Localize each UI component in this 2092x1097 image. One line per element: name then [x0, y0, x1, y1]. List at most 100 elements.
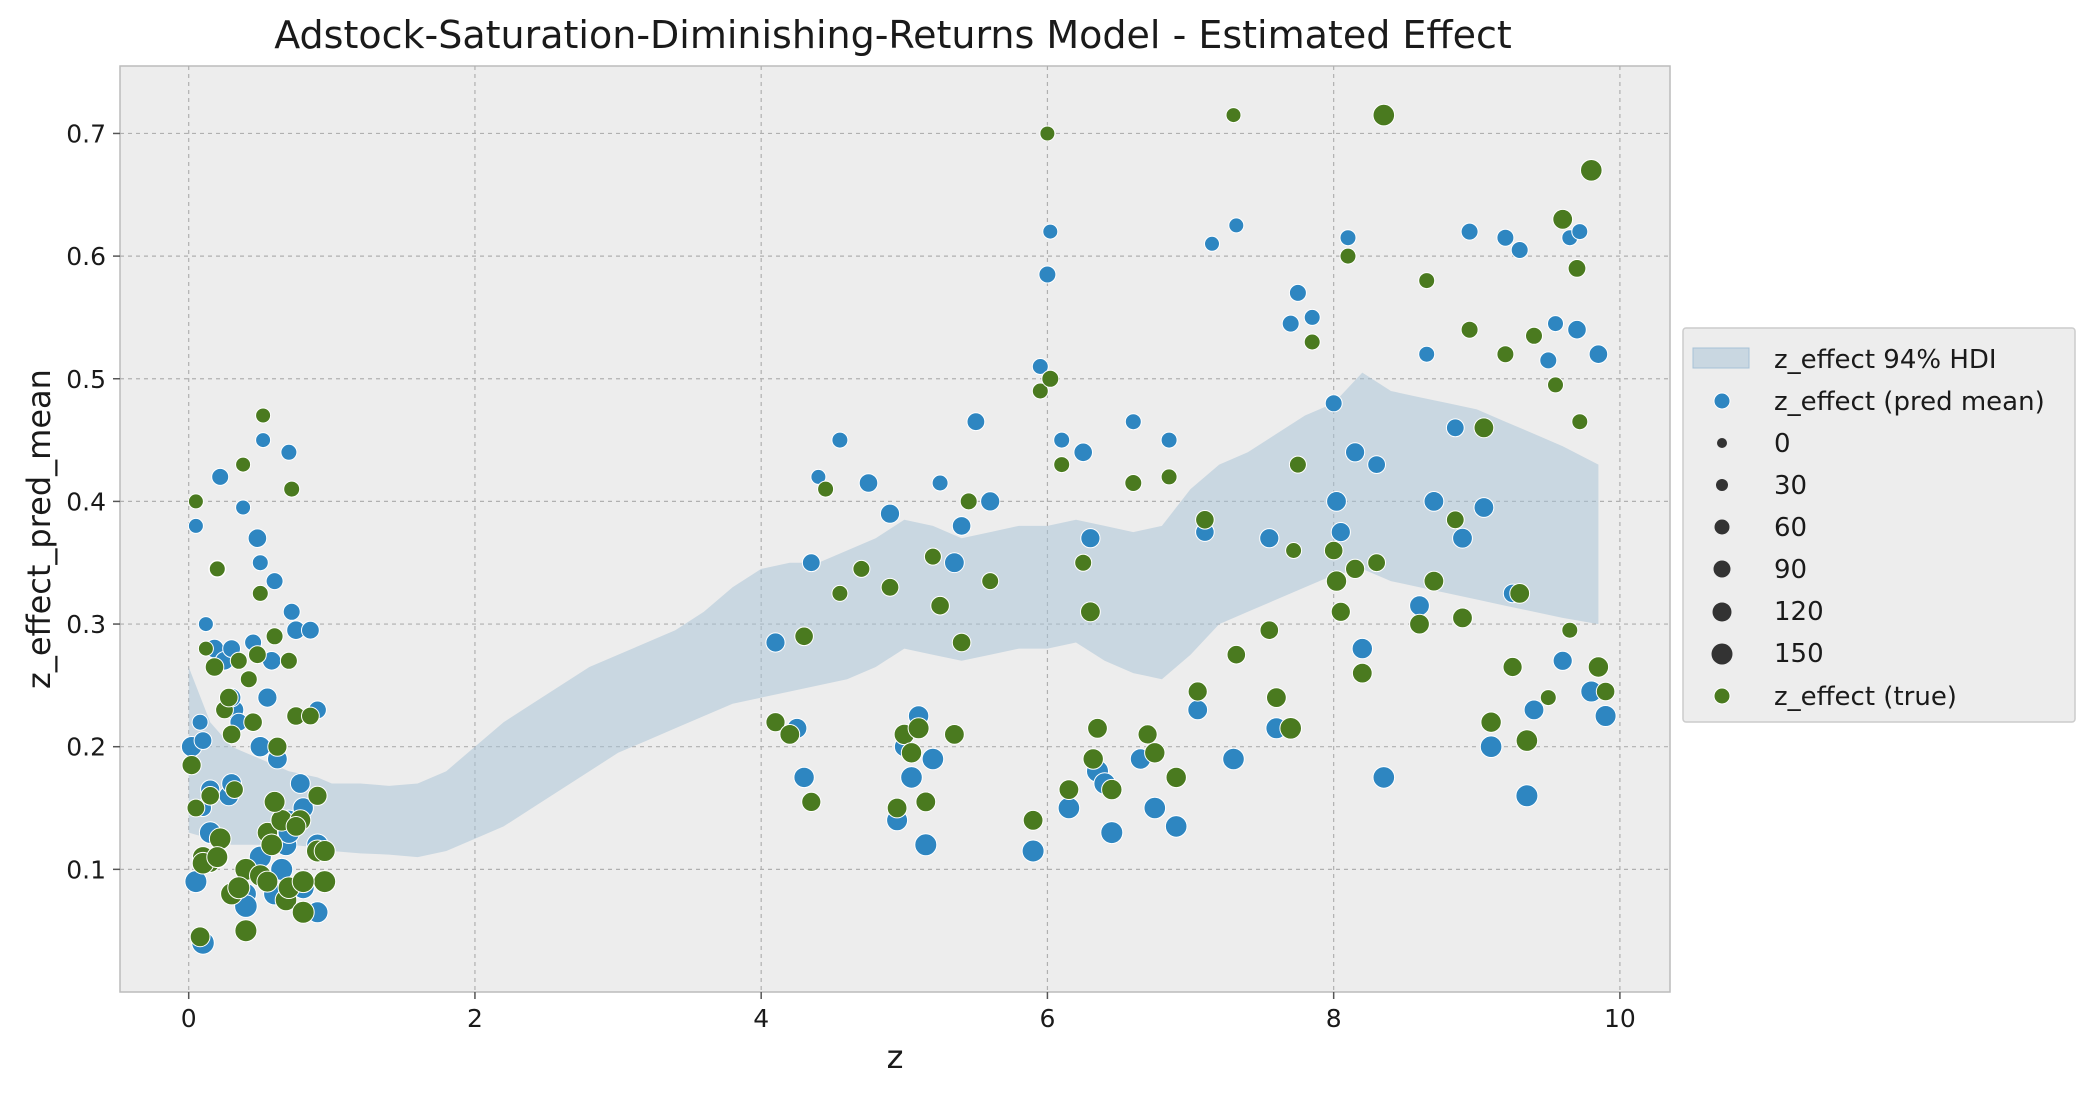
x-tick-label: 0: [181, 1004, 197, 1033]
true-point: [1418, 272, 1436, 290]
x-tick-labels: 0 2 4 6 8 10: [181, 992, 1636, 1033]
true-point: [951, 632, 972, 653]
true-points-layer: [181, 103, 1616, 948]
true-point: [1552, 208, 1574, 230]
pred-point: [1057, 796, 1081, 820]
true-point: [279, 651, 298, 670]
true-point: [235, 456, 252, 473]
x-tick-label: 4: [753, 1004, 769, 1033]
pred-point: [966, 412, 986, 432]
true-point: [1266, 687, 1287, 708]
pred-point: [1222, 747, 1245, 771]
pred-point: [197, 616, 214, 633]
legend-size-marker-1: [1716, 479, 1728, 491]
true-point: [1195, 510, 1215, 530]
pred-point: [280, 443, 298, 461]
pred-point: [1496, 228, 1515, 247]
true-point: [1367, 553, 1386, 573]
true-point: [1124, 474, 1143, 492]
true-point: [1058, 779, 1080, 800]
y-tick-label: 0.6: [66, 242, 106, 271]
x-tick-label: 8: [1326, 1004, 1342, 1033]
pred-point: [1073, 442, 1093, 463]
true-point: [1496, 345, 1515, 364]
true-point: [267, 736, 288, 757]
true-point: [1160, 468, 1178, 486]
pred-point: [1345, 442, 1366, 463]
true-point: [1539, 689, 1557, 707]
true-point: [208, 827, 232, 851]
true-point: [1351, 662, 1373, 684]
legend-size-marker-3: [1713, 560, 1731, 578]
pred-point: [1510, 241, 1529, 259]
y-tick-label: 0.4: [66, 487, 106, 516]
pred-point: [801, 553, 821, 573]
true-point: [1571, 413, 1589, 431]
pred-point: [1204, 235, 1220, 252]
true-point: [260, 833, 284, 857]
chart-title: Adstock-Saturation-Diminishing-Returns M…: [274, 13, 1512, 57]
pred-point: [914, 833, 938, 857]
true-point: [907, 717, 930, 740]
true-point: [1303, 333, 1321, 351]
true-point: [291, 870, 315, 894]
true-point: [794, 626, 814, 647]
true-point: [1409, 613, 1430, 635]
true-point: [981, 572, 1000, 591]
true-point: [779, 724, 801, 745]
pred-point: [951, 516, 972, 536]
true-point: [1074, 553, 1093, 572]
true-point: [1039, 125, 1056, 142]
true-point: [313, 840, 336, 862]
pred-point: [191, 713, 209, 731]
true-point: [206, 846, 229, 869]
true-point: [187, 493, 204, 510]
y-tick-label: 0.2: [66, 733, 106, 762]
pred-point: [1031, 358, 1049, 375]
true-point: [1345, 558, 1366, 580]
pred-point: [1372, 766, 1396, 789]
x-axis-label: z: [887, 1038, 904, 1076]
pred-point: [1523, 699, 1545, 721]
pred-point: [879, 503, 901, 524]
true-point: [291, 900, 315, 924]
hdi-band: [188, 372, 1599, 858]
pred-point: [900, 766, 923, 789]
pred-point: [1567, 319, 1587, 340]
true-point: [1587, 656, 1610, 678]
true-point: [1259, 620, 1280, 641]
legend: z_effect 94% HDI z_effect (pred mean) 0 …: [1682, 327, 2076, 723]
pred-point: [1187, 699, 1209, 721]
true-point: [852, 559, 871, 578]
true-point: [200, 786, 220, 806]
legend-hdi-label: z_effect 94% HDI: [1774, 345, 1997, 375]
true-point: [1165, 766, 1187, 789]
pred-point: [1160, 431, 1178, 449]
pred-point: [1418, 345, 1436, 363]
true-point: [285, 816, 307, 837]
true-point: [1515, 729, 1539, 752]
pred-point: [1053, 431, 1071, 449]
y-tick-labels: 0.1 0.2 0.3 0.4 0.5 0.6 0.7: [66, 119, 120, 884]
true-point: [186, 798, 206, 818]
legend-hdi-swatch: [1692, 347, 1750, 369]
legend-size-label-2: 60: [1774, 513, 1807, 543]
true-point: [801, 791, 822, 813]
pred-point: [1594, 705, 1617, 727]
true-point: [959, 492, 978, 511]
pred-point: [193, 731, 213, 750]
true-point: [265, 627, 284, 646]
pred-point: [793, 766, 815, 789]
true-point: [831, 584, 849, 602]
true-point: [1502, 656, 1523, 678]
true-point: [1423, 570, 1445, 592]
true-point: [1225, 107, 1242, 124]
true-point: [1288, 455, 1307, 474]
pred-point: [931, 474, 949, 492]
true-point: [765, 712, 786, 733]
true-point: [817, 480, 835, 498]
true-point: [1509, 583, 1531, 604]
pred-point: [187, 517, 204, 534]
